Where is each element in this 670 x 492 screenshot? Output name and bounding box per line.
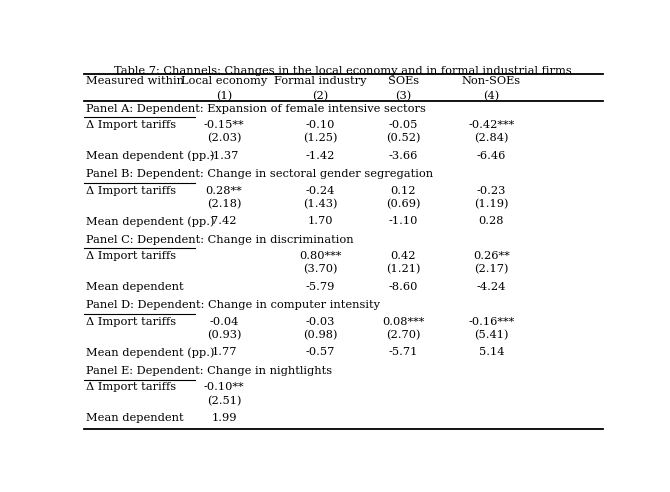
Text: Formal industry: Formal industry (274, 76, 366, 86)
Text: (5.41): (5.41) (474, 330, 509, 340)
Text: (2.03): (2.03) (207, 133, 241, 144)
Text: -0.57: -0.57 (306, 347, 335, 357)
Text: Mean dependent: Mean dependent (86, 413, 184, 423)
Text: 0.12: 0.12 (391, 185, 416, 196)
Text: -0.03: -0.03 (306, 317, 335, 327)
Text: -1.37: -1.37 (209, 151, 239, 161)
Text: 5.14: 5.14 (478, 347, 504, 357)
Text: (0.52): (0.52) (386, 133, 420, 144)
Text: -1.42: -1.42 (306, 151, 335, 161)
Text: (1.25): (1.25) (303, 133, 337, 144)
Text: -5.79: -5.79 (306, 282, 335, 292)
Text: 7.42: 7.42 (211, 216, 237, 226)
Text: -0.16***: -0.16*** (468, 317, 515, 327)
Text: (1): (1) (216, 91, 232, 101)
Text: -4.24: -4.24 (476, 282, 506, 292)
Text: (2.51): (2.51) (207, 396, 241, 406)
Text: 0.08***: 0.08*** (382, 317, 424, 327)
Text: 0.80***: 0.80*** (299, 251, 341, 261)
Text: (2): (2) (312, 91, 328, 101)
Text: 0.26**: 0.26** (473, 251, 510, 261)
Text: (1.43): (1.43) (303, 199, 337, 209)
Text: -0.10: -0.10 (306, 120, 335, 130)
Text: Panel B: Dependent: Change in sectoral gender segregation: Panel B: Dependent: Change in sectoral g… (86, 169, 433, 179)
Text: 1.99: 1.99 (211, 413, 237, 423)
Text: Δ Import tariffs: Δ Import tariffs (86, 185, 176, 196)
Text: Δ Import tariffs: Δ Import tariffs (86, 251, 176, 261)
Text: Mean dependent (pp.): Mean dependent (pp.) (86, 216, 215, 227)
Text: -5.71: -5.71 (389, 347, 418, 357)
Text: Panel D: Dependent: Change in computer intensity: Panel D: Dependent: Change in computer i… (86, 300, 381, 310)
Text: -0.24: -0.24 (306, 185, 335, 196)
Text: 1.77: 1.77 (211, 347, 237, 357)
Text: Mean dependent (pp.): Mean dependent (pp.) (86, 151, 215, 161)
Text: -3.66: -3.66 (389, 151, 418, 161)
Text: (0.93): (0.93) (207, 330, 241, 340)
Text: (1.21): (1.21) (386, 264, 420, 275)
Text: Panel C: Dependent: Change in discrimination: Panel C: Dependent: Change in discrimina… (86, 235, 354, 245)
Text: (2.84): (2.84) (474, 133, 509, 144)
Text: -0.42***: -0.42*** (468, 120, 515, 130)
Text: Δ Import tariffs: Δ Import tariffs (86, 120, 176, 130)
Text: -0.04: -0.04 (209, 317, 239, 327)
Text: (0.98): (0.98) (303, 330, 337, 340)
Text: (2.17): (2.17) (474, 264, 509, 275)
Text: Table 7: Channels: Changes in the local economy and in formal industrial firms: Table 7: Channels: Changes in the local … (115, 66, 572, 76)
Text: -0.15**: -0.15** (204, 120, 245, 130)
Text: Measured within: Measured within (86, 76, 184, 86)
Text: (3.70): (3.70) (303, 264, 337, 275)
Text: -8.60: -8.60 (389, 282, 418, 292)
Text: SOEs: SOEs (387, 76, 419, 86)
Text: (1.19): (1.19) (474, 199, 509, 209)
Text: Non-SOEs: Non-SOEs (462, 76, 521, 86)
Text: -0.23: -0.23 (476, 185, 506, 196)
Text: Local economy: Local economy (181, 76, 267, 86)
Text: Panel E: Dependent: Change in nightlights: Panel E: Dependent: Change in nightlight… (86, 366, 332, 376)
Text: Mean dependent: Mean dependent (86, 282, 184, 292)
Text: (2.18): (2.18) (207, 199, 241, 209)
Text: Δ Import tariffs: Δ Import tariffs (86, 317, 176, 327)
Text: -6.46: -6.46 (476, 151, 506, 161)
Text: Panel A: Dependent: Expansion of female intensive sectors: Panel A: Dependent: Expansion of female … (86, 104, 426, 114)
Text: 0.28**: 0.28** (206, 185, 243, 196)
Text: Δ Import tariffs: Δ Import tariffs (86, 382, 176, 392)
Text: 0.42: 0.42 (391, 251, 416, 261)
Text: (0.69): (0.69) (386, 199, 420, 209)
Text: -1.10: -1.10 (389, 216, 418, 226)
Text: 1.70: 1.70 (308, 216, 333, 226)
Text: (4): (4) (483, 91, 500, 101)
Text: (3): (3) (395, 91, 411, 101)
Text: Mean dependent (pp.): Mean dependent (pp.) (86, 347, 215, 358)
Text: 0.28: 0.28 (478, 216, 504, 226)
Text: -0.05: -0.05 (389, 120, 418, 130)
Text: (2.70): (2.70) (386, 330, 420, 340)
Text: -0.10**: -0.10** (204, 382, 245, 392)
